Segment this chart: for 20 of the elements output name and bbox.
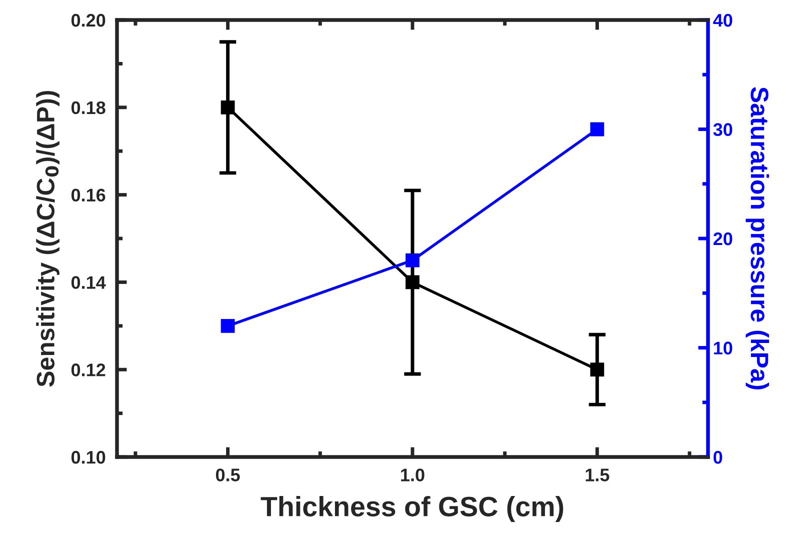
y-tick-label: 0.18 xyxy=(71,101,106,114)
point xyxy=(590,122,604,136)
y2-axis-title: Saturation pressure (kPa) xyxy=(746,87,770,390)
y2-tick-label: 20 xyxy=(713,232,732,246)
y-axis-title: Sensitivity ((ΔC/C$_{0}$)/(ΔP)) xyxy=(36,90,60,387)
y-tick-label: 0.16 xyxy=(71,188,106,202)
y-tick-label: 0.20 xyxy=(71,14,106,27)
y2-tick-label: 0 xyxy=(714,450,722,464)
point xyxy=(406,253,420,268)
x-axis-title: Thickness of GSC (cm) xyxy=(260,496,564,522)
y-tick-label: 0.14 xyxy=(71,276,106,289)
x-tick-label: 0.5 xyxy=(216,468,240,482)
x-tick-label: 1.5 xyxy=(586,468,610,482)
y-tick-label: 0.10 xyxy=(71,450,106,464)
y2-tick-label: 30 xyxy=(713,123,732,136)
x-tick-label: 1.0 xyxy=(401,468,424,482)
point xyxy=(220,318,235,333)
y-tick-label: 0.12 xyxy=(71,364,106,376)
y2-tick-label: 10 xyxy=(714,342,732,354)
y2-tick-label: 40 xyxy=(713,14,732,27)
